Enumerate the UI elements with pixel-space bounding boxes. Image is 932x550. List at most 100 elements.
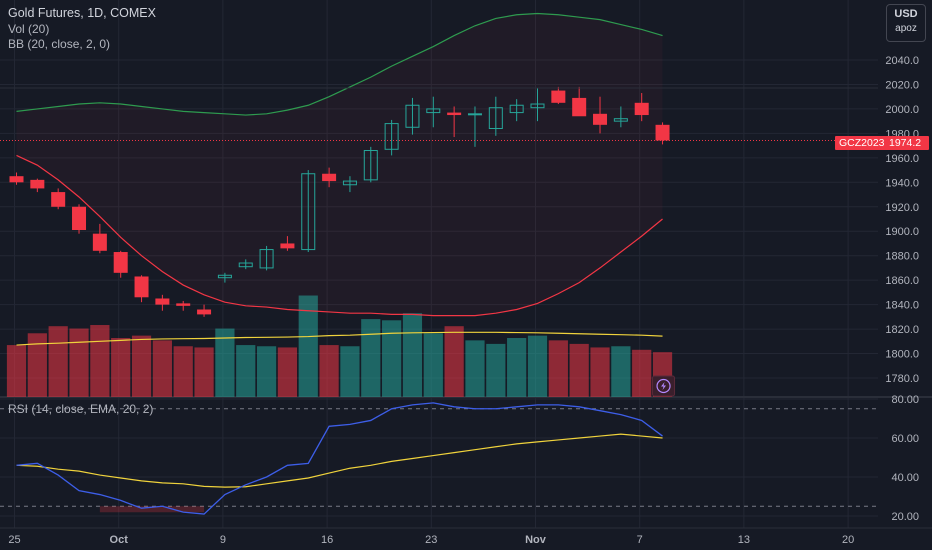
currency-code: USD <box>894 8 918 20</box>
volume-bar <box>27 333 47 397</box>
price-tick-label: 1900.0 <box>885 226 919 238</box>
candle-body <box>447 112 462 116</box>
symbol-price-tag: GCZ2023 <box>835 136 889 150</box>
price-tick-label: 2040.0 <box>885 55 919 67</box>
volume-bar <box>152 340 172 397</box>
price-tick-label: 2000.0 <box>885 104 919 116</box>
volume-bar <box>111 338 131 397</box>
bollinger-band-fill <box>16 13 663 316</box>
volume-bar <box>611 346 631 397</box>
last-price-tag: 1974.2 <box>885 136 929 150</box>
candle-body <box>384 123 399 150</box>
rsi-tick-label: 80.00 <box>891 394 919 406</box>
rsi-oversold-fill <box>99 506 205 513</box>
candle-body <box>72 206 87 231</box>
volume-bar <box>423 333 443 397</box>
volume-bar <box>90 325 110 397</box>
time-tick-label: Nov <box>525 534 547 546</box>
candle-body <box>467 113 482 116</box>
candle-body <box>530 103 545 109</box>
volume-bar <box>507 338 527 397</box>
rsi-tick-label: 40.00 <box>891 472 919 484</box>
volume-bar <box>319 345 339 397</box>
candle-body <box>426 108 441 114</box>
volume-bar <box>6 345 27 397</box>
price-tick-label: 1860.0 <box>885 275 919 287</box>
volume-bar <box>173 346 193 397</box>
volume-bar <box>444 326 464 397</box>
time-tick-label: 20 <box>842 534 854 546</box>
candle-body <box>488 107 503 129</box>
volume-bar <box>69 328 89 397</box>
price-tick-label: 1840.0 <box>885 300 919 312</box>
volume-bar <box>486 343 506 397</box>
volume-bar <box>340 346 360 397</box>
symbol-legend[interactable]: Gold Futures, 1D, COMEX <box>8 6 156 20</box>
volume-bar <box>527 335 548 397</box>
bollinger-legend[interactable]: BB (20, close, 2, 0) <box>8 37 111 51</box>
candle-body <box>551 90 566 103</box>
bollinger-upper-line <box>16 12 663 116</box>
time-tick-label: 9 <box>220 534 226 546</box>
volume-bar <box>569 343 589 397</box>
candle-body <box>259 249 274 269</box>
candle-body <box>9 176 24 183</box>
candle-body <box>92 233 107 251</box>
volume-bar <box>236 345 256 397</box>
volume-bar <box>256 346 277 397</box>
candle-body <box>280 243 295 249</box>
event-marker-icon[interactable] <box>652 375 676 397</box>
scale-mode: apoz <box>895 23 917 34</box>
price-tick-label: 2020.0 <box>885 79 919 91</box>
rsi-legend[interactable]: RSI (14, close, EMA, 20, 2) <box>8 402 154 416</box>
candle-body <box>363 150 378 181</box>
volume-bar <box>298 295 318 397</box>
candle-body <box>342 180 357 186</box>
candle-body <box>51 192 66 207</box>
candle-body <box>30 179 45 189</box>
candle-body <box>134 276 149 298</box>
volume-bar <box>48 326 68 397</box>
price-tick-label: 1820.0 <box>885 324 919 336</box>
time-tick-label: 13 <box>738 534 750 546</box>
candle-body <box>176 303 191 306</box>
time-tick-label: 16 <box>321 534 333 546</box>
candle-body <box>509 104 524 114</box>
price-tick-label: 1780.0 <box>885 373 919 385</box>
volume-bar <box>277 347 298 397</box>
time-tick-label: 23 <box>425 534 437 546</box>
candle-body <box>634 102 649 116</box>
volume-bar <box>632 349 652 397</box>
candle-body <box>405 104 420 128</box>
candle-body <box>322 173 337 182</box>
volume-bar <box>382 320 402 397</box>
rsi-line <box>16 402 663 515</box>
candle-body <box>197 309 212 315</box>
rsi-tick-label: 60.00 <box>891 433 919 445</box>
price-tick-label: 1960.0 <box>885 153 919 165</box>
lightning-icon <box>661 382 667 390</box>
candle-body <box>572 97 587 117</box>
currency-selector[interactable]: USD apoz <box>886 4 926 42</box>
volume-bar <box>194 347 214 397</box>
price-tick-label: 1800.0 <box>885 349 919 361</box>
bollinger-lower-line <box>16 154 663 317</box>
price-tick-label: 1920.0 <box>885 202 919 214</box>
volume-bar <box>215 328 235 397</box>
rsi-ma-line <box>16 433 663 488</box>
candle-body <box>613 118 628 122</box>
candle-body <box>301 173 316 251</box>
volume-bar <box>402 313 423 397</box>
volume-bar <box>548 340 568 397</box>
candle-body <box>155 298 170 305</box>
time-tick-label: 25 <box>8 534 20 546</box>
event-marker-ring <box>656 378 671 394</box>
rsi-tick-label: 20.00 <box>891 511 919 523</box>
volume-ma-line <box>16 331 663 346</box>
price-tick-label: 1880.0 <box>885 251 919 263</box>
volume-legend[interactable]: Vol (20) <box>8 22 50 36</box>
volume-bar <box>465 340 485 397</box>
volume-bar <box>131 335 152 397</box>
